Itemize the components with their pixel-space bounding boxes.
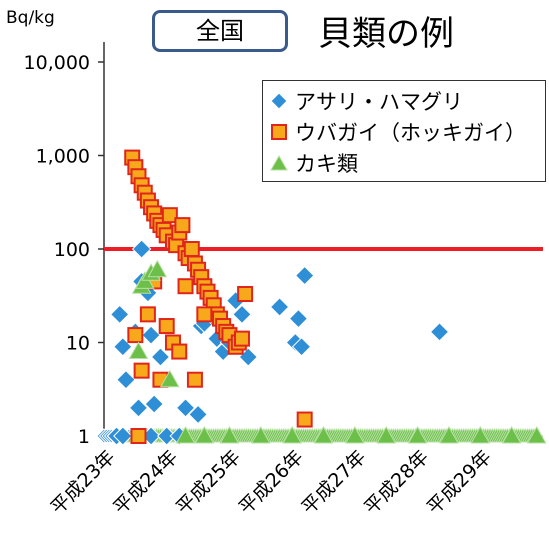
diamond-point xyxy=(175,398,196,418)
diamond-point xyxy=(294,265,315,286)
square-point xyxy=(139,306,156,323)
square-point xyxy=(158,318,175,335)
legend-item-asari: アサリ・ハマグリ xyxy=(269,85,539,116)
triangle-point xyxy=(194,425,215,444)
series-diamond xyxy=(106,239,450,446)
y-tick-label: 100 xyxy=(54,239,90,261)
y-tick-label: 1,000 xyxy=(36,146,90,168)
diamond-point xyxy=(288,308,309,329)
chart-marks xyxy=(96,149,547,446)
legend-label-asari: アサリ・ハマグリ xyxy=(295,89,463,114)
square-point xyxy=(183,241,200,257)
triangle-point xyxy=(407,425,428,444)
triangle-point xyxy=(501,425,522,444)
square-point xyxy=(130,428,147,444)
diamond-point xyxy=(113,337,133,357)
diamond-point xyxy=(109,304,130,325)
triangle-point xyxy=(345,425,365,444)
diamond-point xyxy=(429,322,450,342)
square-point xyxy=(161,207,178,224)
legend-item-kaki: カキ類 xyxy=(269,147,539,178)
square-point xyxy=(186,371,203,388)
legend-label-kaki: カキ類 xyxy=(295,151,358,176)
square-point xyxy=(133,362,150,379)
legend: アサリ・ハマグリ ウバガイ（ホッキガイ） カキ類 xyxy=(262,80,546,182)
square-point xyxy=(233,330,250,347)
legend-label-ubagai: ウバガイ（ホッキガイ） xyxy=(295,120,526,145)
triangle-point xyxy=(313,425,334,444)
series-triangle xyxy=(128,259,547,444)
diamond-point xyxy=(116,370,136,390)
y-tick-labels: 1 10 100 1,000 10,000 xyxy=(24,52,90,448)
diamond-point xyxy=(150,347,171,367)
x-tick-label: 平成23年 xyxy=(47,446,120,519)
triangle-point xyxy=(526,425,547,444)
triangle-point xyxy=(147,259,168,278)
square-point xyxy=(237,286,254,303)
square-point xyxy=(174,217,191,234)
triangle-point xyxy=(128,341,149,360)
diamond-point xyxy=(232,304,252,325)
triangle-point xyxy=(175,425,196,444)
diamond-point xyxy=(291,337,312,357)
square-marker-icon xyxy=(271,123,287,140)
x-tick-label: 平成28年 xyxy=(360,446,433,519)
legend-item-ubagai: ウバガイ（ホッキガイ） xyxy=(269,116,539,147)
triangle-point xyxy=(282,425,302,444)
series-square xyxy=(124,149,313,444)
region-badge: 全国 xyxy=(152,10,288,52)
diamond-point xyxy=(144,394,164,414)
diamond-point xyxy=(141,325,161,345)
diamond-point xyxy=(269,297,290,317)
y-tick-label: 1 xyxy=(78,426,90,448)
diamond-point xyxy=(113,426,133,446)
y-tick-label: 10,000 xyxy=(24,52,90,74)
square-point xyxy=(196,306,213,323)
x-tick-label: 平成26年 xyxy=(235,446,308,519)
triangle-point xyxy=(439,425,459,444)
diamond-marker-icon xyxy=(270,91,288,110)
diamond-point xyxy=(131,239,152,259)
x-tick-label: 平成24年 xyxy=(109,446,182,519)
triangle-point xyxy=(159,369,180,388)
chart-title: 貝類の例 xyxy=(318,14,454,54)
y-tick-label: 10 xyxy=(66,333,90,355)
triangle-point xyxy=(250,425,271,444)
triangle-marker-icon xyxy=(270,154,288,170)
diamond-point xyxy=(128,398,149,418)
x-tick-label: 平成29年 xyxy=(423,446,496,519)
triangle-point xyxy=(376,425,397,444)
x-tick-label: 平成27年 xyxy=(297,446,370,519)
x-tick-label: 平成25年 xyxy=(172,446,245,519)
square-point xyxy=(171,343,188,360)
square-point xyxy=(296,411,313,428)
triangle-point xyxy=(470,425,491,444)
triangle-point xyxy=(219,425,240,444)
square-point xyxy=(177,278,194,295)
diamond-point xyxy=(188,404,208,425)
y-axis-unit-label: Bq/kg xyxy=(6,8,55,28)
square-point xyxy=(127,327,144,344)
